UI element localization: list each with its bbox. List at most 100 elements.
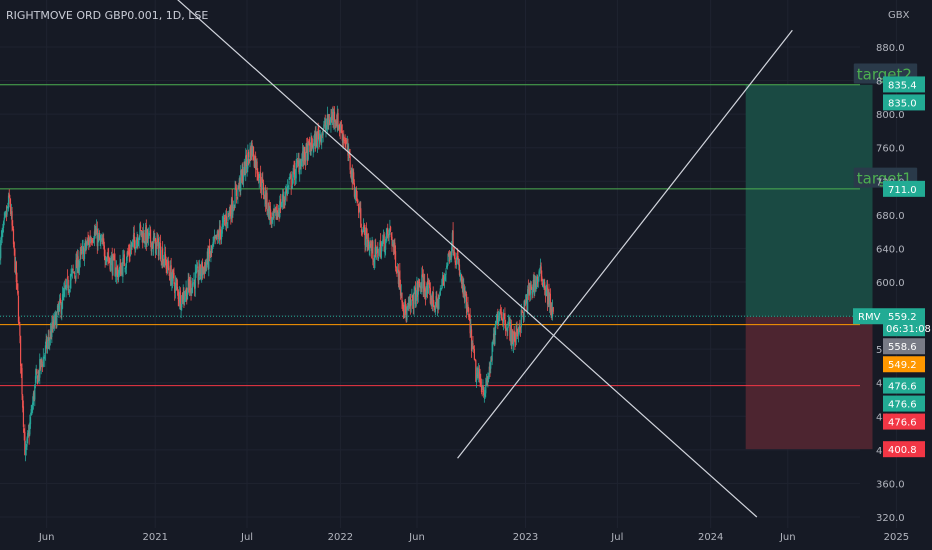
candle-body bbox=[482, 385, 484, 390]
candle-body bbox=[29, 416, 32, 425]
candle-body bbox=[162, 248, 164, 265]
loss-zone[interactable] bbox=[745, 316, 873, 450]
candle-body bbox=[447, 253, 449, 262]
candle-body bbox=[170, 265, 172, 285]
candle-body bbox=[300, 159, 302, 170]
candle-body bbox=[11, 211, 13, 226]
candle-body bbox=[134, 239, 136, 250]
candle-body bbox=[518, 325, 520, 334]
candle-body bbox=[122, 257, 124, 277]
candle-body bbox=[299, 163, 301, 175]
candle-body bbox=[301, 151, 304, 161]
trend-line[interactable] bbox=[165, 0, 758, 518]
trend-line[interactable] bbox=[457, 29, 793, 459]
candle-body bbox=[159, 243, 161, 249]
candle-body bbox=[532, 280, 534, 287]
candle-body bbox=[332, 111, 334, 120]
candle-body bbox=[196, 267, 198, 273]
candle-body bbox=[312, 147, 314, 150]
candle-body bbox=[453, 251, 456, 259]
candle-body bbox=[354, 194, 356, 197]
candle-body bbox=[510, 325, 512, 344]
candle-body bbox=[407, 305, 409, 309]
candle-body bbox=[370, 243, 372, 246]
candle-body bbox=[477, 374, 479, 376]
candle-body bbox=[459, 274, 461, 277]
candle-body bbox=[217, 233, 219, 235]
y-tick-label: 320.0 bbox=[876, 513, 905, 524]
candle-body bbox=[158, 247, 160, 256]
candle-body bbox=[183, 290, 185, 300]
candle-body bbox=[387, 234, 390, 237]
candle-body bbox=[155, 241, 157, 255]
price-tag-bg bbox=[883, 377, 925, 394]
candle-body bbox=[145, 225, 147, 245]
trend-lines[interactable] bbox=[165, 0, 793, 518]
position-zones[interactable] bbox=[745, 84, 873, 450]
candle-body bbox=[480, 385, 483, 392]
candle-body bbox=[46, 339, 48, 350]
candle-body bbox=[488, 375, 490, 380]
candle-body bbox=[239, 179, 241, 189]
candle-body bbox=[485, 384, 487, 394]
candle-body bbox=[314, 131, 316, 149]
candle-body bbox=[431, 298, 433, 304]
candle-body bbox=[318, 133, 320, 142]
candle-body bbox=[137, 238, 139, 245]
candle-body bbox=[150, 242, 152, 252]
candle-body bbox=[154, 238, 157, 254]
candle-body bbox=[234, 188, 236, 208]
candle-body bbox=[542, 286, 544, 288]
candle-body bbox=[507, 322, 510, 325]
candle-body bbox=[449, 251, 451, 261]
candle-body bbox=[199, 264, 201, 276]
candle-body bbox=[355, 189, 358, 201]
candle-body bbox=[522, 312, 524, 314]
price-tag-bg bbox=[883, 356, 925, 373]
candle-body bbox=[430, 299, 432, 302]
candle-body bbox=[378, 248, 380, 256]
candle-body bbox=[223, 218, 226, 220]
candle-body bbox=[478, 371, 480, 380]
candle-body bbox=[167, 261, 169, 269]
candle-body bbox=[202, 268, 204, 275]
candle-body bbox=[552, 307, 554, 312]
candle-body bbox=[394, 251, 397, 268]
price-tag: 711.0 bbox=[883, 180, 925, 197]
candle-body bbox=[66, 277, 69, 279]
candle-body bbox=[448, 253, 451, 262]
candle-body bbox=[534, 281, 536, 294]
candle-body bbox=[535, 279, 537, 289]
candle-body bbox=[171, 270, 174, 281]
candle-body bbox=[419, 284, 421, 287]
candle-body bbox=[77, 256, 79, 273]
candle-body bbox=[147, 230, 149, 240]
candle-body bbox=[0, 235, 3, 240]
candle-body bbox=[343, 140, 346, 142]
candle-body bbox=[208, 245, 211, 254]
candle-body bbox=[366, 233, 368, 247]
time-axis[interactable]: Jun 2021 Jul 2022 Jun 2023 Jul 2024 Jun 2025 bbox=[38, 532, 909, 543]
candle-body bbox=[243, 161, 245, 174]
candle-body bbox=[95, 233, 97, 235]
profit-zone[interactable] bbox=[745, 84, 873, 317]
candle-body bbox=[200, 274, 202, 276]
candle-body bbox=[34, 376, 37, 383]
candle-body bbox=[10, 203, 12, 215]
candle-body bbox=[38, 370, 40, 378]
candle-body bbox=[331, 115, 333, 119]
candle-body bbox=[319, 133, 321, 136]
candle-body bbox=[470, 329, 473, 351]
candle-body bbox=[385, 238, 387, 250]
candle-body bbox=[476, 372, 478, 375]
candle-body bbox=[139, 224, 141, 237]
candle-body bbox=[108, 257, 110, 261]
candle-body bbox=[282, 193, 284, 203]
candle-body bbox=[190, 280, 192, 293]
candle-body bbox=[289, 175, 292, 177]
horizontal-levels[interactable] bbox=[0, 84, 860, 387]
x-tick-label: 2021 bbox=[142, 532, 167, 543]
candle-body bbox=[420, 286, 422, 289]
candle-body bbox=[436, 297, 438, 307]
